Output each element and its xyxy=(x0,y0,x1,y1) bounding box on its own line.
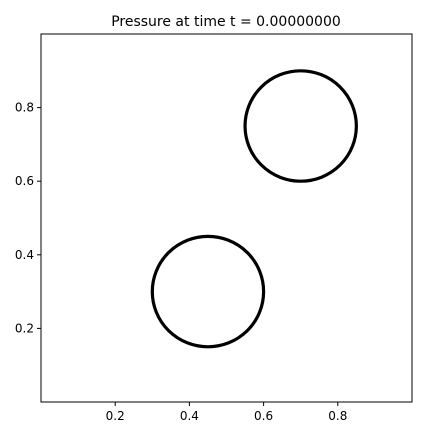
y-tick-label: 0.8 xyxy=(15,101,34,115)
x-tick-label: 0.6 xyxy=(254,409,273,423)
x-tick-label: 0.4 xyxy=(180,409,199,423)
y-tick-label: 0.6 xyxy=(15,174,34,188)
circle-2 xyxy=(243,69,358,183)
circle-1 xyxy=(150,234,266,349)
plot-area-frame xyxy=(40,33,413,403)
x-tick-label: 0.8 xyxy=(328,409,347,423)
chart-title: Pressure at time t = 0.00000000 xyxy=(111,14,341,30)
x-axis-ticks: 0.2 0.4 0.6 0.8 xyxy=(106,402,347,423)
y-tick-label: 0.2 xyxy=(15,321,34,335)
circles-layer xyxy=(150,69,358,349)
y-tick-label: 0.4 xyxy=(15,248,34,262)
x-tick-label: 0.2 xyxy=(106,409,125,423)
y-axis-ticks: 0.2 0.4 0.6 0.8 xyxy=(15,101,41,335)
